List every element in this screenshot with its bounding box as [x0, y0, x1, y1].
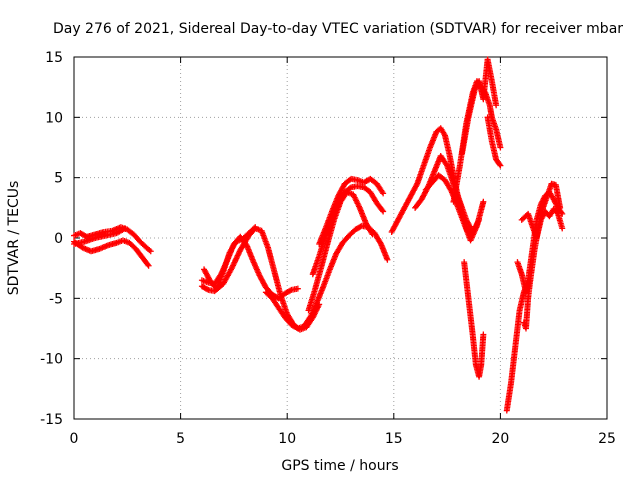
x-tick-label: 20 [491, 431, 509, 447]
data-point [380, 190, 387, 197]
series-arc-peak-tail [484, 114, 504, 169]
axis-ticks [73, 56, 608, 420]
data-point [380, 208, 387, 215]
y-axis-label: SDTVAR / TECUs [6, 181, 22, 296]
data-point [497, 162, 504, 169]
series-arc-dip [461, 259, 487, 380]
series-arc-morning-c [201, 224, 259, 292]
x-tick-label: 15 [385, 431, 403, 447]
x-tick-label: 25 [598, 431, 616, 447]
data-point [144, 261, 151, 268]
data-point [294, 285, 301, 292]
tick-labels: 0 5 10 15 20 25 -15 -10 -5 0 5 10 15 [40, 50, 616, 447]
y-tick-label: 10 [45, 110, 63, 126]
data-point [287, 287, 294, 294]
y-tick-label: -10 [40, 352, 63, 368]
plot-frame [73, 56, 608, 420]
x-tick-label: 5 [176, 431, 185, 447]
x-tick-label: 0 [70, 431, 79, 447]
data-points [71, 56, 566, 414]
series-arc-early-lower [71, 237, 152, 269]
data-point [384, 256, 391, 263]
data-point [122, 225, 129, 232]
y-tick-label: 15 [45, 50, 63, 66]
series-arc-midday-low [305, 189, 376, 314]
data-point [496, 161, 503, 168]
data-point [480, 331, 487, 338]
grid-lines [74, 57, 607, 419]
data-point [147, 248, 154, 255]
y-tick-label: -5 [49, 291, 63, 307]
series-arc-peak-mid [459, 56, 500, 157]
data-point [369, 231, 376, 238]
y-tick-label: -15 [40, 412, 63, 428]
chart-title: Day 276 of 2021, Sidereal Day-to-day VTE… [53, 21, 623, 37]
x-axis-label: GPS time / hours [281, 458, 398, 474]
series-arc-evening-drop [520, 277, 534, 332]
series-arc-evening-low [503, 189, 566, 414]
data-point [557, 204, 564, 211]
data-point [204, 286, 211, 293]
series-arc-morning-a [198, 225, 323, 333]
data-point [413, 182, 420, 189]
data-point [379, 207, 386, 214]
data-point [527, 277, 534, 284]
y-tick-label: 5 [54, 171, 63, 187]
data-point [480, 198, 487, 205]
data-point [145, 262, 152, 269]
data-point [250, 225, 257, 232]
data-point [346, 185, 353, 192]
data-point [252, 224, 259, 231]
data-point [559, 225, 566, 232]
data-point [497, 144, 504, 151]
series-arc-evening-high [518, 206, 566, 241]
x-tick-label: 10 [278, 431, 296, 447]
series-arc-early-short [71, 225, 129, 248]
y-tick-label: 0 [54, 231, 63, 247]
data-point [493, 102, 500, 109]
